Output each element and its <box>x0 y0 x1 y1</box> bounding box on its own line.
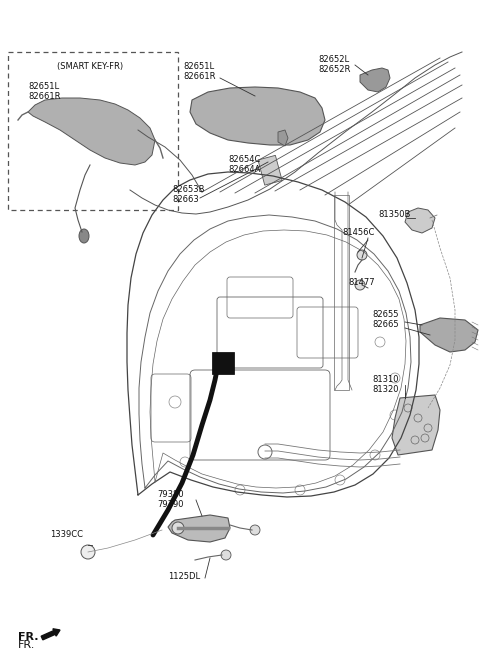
Text: 81456C: 81456C <box>342 228 374 237</box>
Circle shape <box>355 280 365 290</box>
Bar <box>258 155 282 185</box>
Text: 1125DL: 1125DL <box>168 572 200 581</box>
Text: 81350B: 81350B <box>378 210 410 219</box>
Text: 81477: 81477 <box>348 278 374 287</box>
Polygon shape <box>28 98 155 165</box>
Polygon shape <box>278 130 288 146</box>
Text: FR.: FR. <box>18 640 36 650</box>
Text: (SMART KEY-FR): (SMART KEY-FR) <box>57 62 123 71</box>
Polygon shape <box>190 87 325 145</box>
Bar <box>212 352 234 374</box>
Polygon shape <box>360 68 390 92</box>
Text: 81310
81320: 81310 81320 <box>372 375 398 394</box>
Bar <box>8 52 178 210</box>
Polygon shape <box>420 318 478 352</box>
Text: 82655
82665: 82655 82665 <box>372 310 398 329</box>
Text: 82651L
82661R: 82651L 82661R <box>183 62 216 81</box>
Polygon shape <box>392 395 440 455</box>
Circle shape <box>250 525 260 535</box>
Text: 1339CC: 1339CC <box>50 530 83 539</box>
Circle shape <box>81 545 95 559</box>
Circle shape <box>357 250 367 260</box>
Bar <box>334 195 349 390</box>
Polygon shape <box>405 208 435 233</box>
Circle shape <box>172 522 184 534</box>
Text: FR.: FR. <box>18 632 38 642</box>
Text: 79380
79390: 79380 79390 <box>157 490 184 509</box>
Text: 82652L
82652R: 82652L 82652R <box>318 55 350 74</box>
FancyArrow shape <box>41 629 60 640</box>
Text: 82653B
82663: 82653B 82663 <box>172 185 204 204</box>
Text: 82654C
82664A: 82654C 82664A <box>228 155 260 174</box>
Circle shape <box>221 550 231 560</box>
Text: 82651L
82661R: 82651L 82661R <box>28 82 60 101</box>
Polygon shape <box>168 515 230 542</box>
Ellipse shape <box>79 229 89 243</box>
